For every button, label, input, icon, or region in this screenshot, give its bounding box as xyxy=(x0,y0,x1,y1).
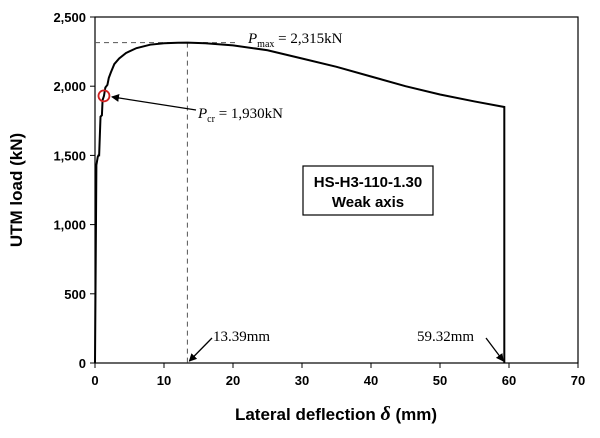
d1-annotation: 13.39mm xyxy=(213,329,270,345)
specimen-name: HS-H3-110-1.30 xyxy=(314,174,422,191)
load-curve xyxy=(94,41,506,364)
plot-area xyxy=(94,16,579,364)
d1-arrow xyxy=(188,337,213,362)
y-tick-label: 0 xyxy=(79,356,86,371)
y-tick-label: 1,500 xyxy=(53,148,86,163)
x-axis-title-text: Lateral deflection xyxy=(235,405,376,424)
y-tick-label: 1,000 xyxy=(53,218,86,233)
pmax-symbol: P xyxy=(247,31,257,47)
pmax-annotation: Pmax = 2,315kN xyxy=(247,31,343,50)
pmax-value: = 2,315kN xyxy=(274,31,342,47)
specimen-box xyxy=(302,165,434,216)
x-axis-unit: (mm) xyxy=(395,405,437,424)
pcr-annotation: Pcr = 1,930kN xyxy=(197,106,283,125)
x-tick-label: 60 xyxy=(502,373,516,388)
y-tick-label: 500 xyxy=(64,287,86,302)
specimen-axis: Weak axis xyxy=(332,194,404,211)
x-axis-ticks: 0 10 20 30 40 50 60 70 xyxy=(91,363,585,388)
d2-arrow xyxy=(485,337,504,362)
pcr-value: = 1,930kN xyxy=(215,106,283,122)
x-tick-label: 0 xyxy=(91,373,98,388)
x-tick-label: 40 xyxy=(364,373,378,388)
pmax-subscript: max xyxy=(257,39,274,50)
y-tick-label: 2,500 xyxy=(53,10,86,25)
x-tick-label: 20 xyxy=(226,373,240,388)
x-tick-label: 70 xyxy=(571,373,585,388)
x-tick-label: 10 xyxy=(157,373,171,388)
x-axis-title: Lateral deflection δ (mm) xyxy=(235,403,437,425)
y-axis-ticks: 0 500 1,000 1,500 2,000 2,500 xyxy=(53,10,95,371)
y-tick-label: 2,000 xyxy=(53,79,86,94)
pcr-symbol: P xyxy=(197,106,207,122)
x-tick-label: 30 xyxy=(295,373,309,388)
x-tick-label: 50 xyxy=(433,373,447,388)
d2-annotation: 59.32mm xyxy=(417,329,474,345)
y-axis-title: UTM load (kN) xyxy=(7,133,26,247)
pcr-subscript: cr xyxy=(207,114,215,125)
x-axis-delta-symbol: δ xyxy=(380,403,390,425)
pcr-circle-marker xyxy=(97,89,111,103)
pcr-arrow xyxy=(110,94,197,111)
